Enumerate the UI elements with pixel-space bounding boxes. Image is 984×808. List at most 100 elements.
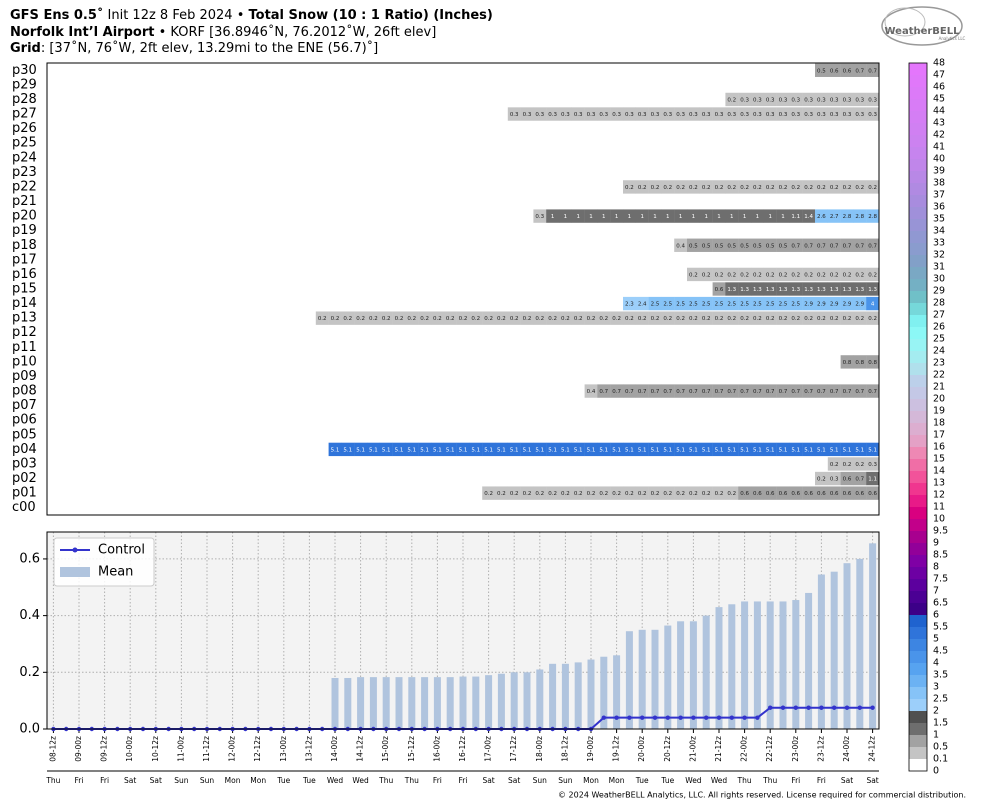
cell-label: 0.2 [753, 185, 762, 191]
bar [497, 673, 505, 729]
heatmap-cell [776, 311, 790, 325]
line-marker [678, 715, 683, 720]
row-label: p28 [12, 92, 37, 107]
heatmap-cell [687, 486, 700, 500]
heatmap-cell [840, 471, 854, 486]
row-label: p13 [12, 311, 37, 326]
cell-label: 0.2 [843, 316, 852, 322]
weekday-label: Fri [459, 776, 468, 785]
cell-label: 0.7 [651, 389, 660, 395]
colorbar-segment [909, 411, 927, 423]
heatmap-cell [610, 442, 624, 457]
x-tick-label: 20-12z [663, 736, 672, 762]
heatmap-cell [827, 238, 841, 252]
heatmap: 0.5 0.6 0.6 0.7 0.70.2 0.3 0.3 0.3 0.3 0.3 0.3 0.3 0… [315, 63, 880, 500]
heatmap-cell [507, 107, 521, 121]
heatmap-cell [687, 180, 700, 194]
weekday-label: Sat [508, 776, 520, 785]
cell-label: 5.1 [548, 447, 557, 453]
heatmap-cell [699, 209, 713, 223]
line-marker [793, 705, 798, 710]
cell-label: 1.3 [804, 287, 813, 293]
heatmap-cell [840, 486, 854, 500]
cell-label: 1 [628, 214, 632, 220]
heatmap-cell [751, 296, 764, 311]
colorbar-segment [909, 231, 927, 243]
x-tick-label: 23-12z [816, 736, 825, 762]
cell-label: 0.3 [535, 112, 544, 118]
heatmap-cell [738, 267, 752, 282]
weekday-label: Thu [45, 776, 60, 785]
heatmap-cell [738, 442, 752, 457]
cell-label: 5.1 [727, 447, 736, 453]
heatmap-cell [597, 486, 611, 500]
colorbar-segment [909, 135, 927, 147]
heatmap-cell [853, 384, 867, 398]
cell-label: 0.6 [753, 491, 762, 497]
weekday-label: Sun [200, 776, 215, 785]
colorbar-label: 23 [933, 358, 945, 369]
cell-label: 2.8 [843, 214, 852, 220]
cell-label: 0.2 [510, 316, 519, 322]
heatmap-cell [866, 311, 880, 325]
cell-label: 0.3 [855, 112, 864, 118]
bar [549, 663, 557, 729]
cell-label: 5.1 [561, 447, 570, 453]
cell-label: 5.1 [753, 447, 762, 453]
init-time: Init 12z 8 Feb 2024 • [103, 8, 248, 23]
colorbar-label: 11 [933, 502, 945, 513]
cell-label: 0.6 [868, 491, 877, 497]
colorbar-label: 8 [933, 562, 939, 573]
heatmap-cell [751, 486, 764, 500]
cell-label: 0.5 [753, 243, 762, 249]
heatmap-cell [712, 282, 726, 296]
cell-label: 0.2 [484, 316, 493, 322]
weekday-label: Sat [150, 776, 162, 785]
heatmap-cell [635, 486, 649, 500]
heatmap-cell [674, 209, 688, 223]
cell-label: 1 [576, 214, 580, 220]
cell-label: 5.1 [843, 447, 852, 453]
cell-label: 0.6 [830, 491, 839, 497]
cell-label: 0.2 [791, 185, 800, 191]
line-marker [755, 715, 760, 720]
heatmap-cell [571, 209, 585, 223]
line-marker [819, 705, 824, 710]
heatmap-cell [827, 282, 841, 296]
heatmap-cell [699, 384, 713, 398]
heatmap-cell [840, 267, 854, 282]
heatmap-cell [840, 92, 854, 107]
colorbar-label: 2 [933, 706, 939, 717]
heatmap-cell [866, 238, 880, 252]
colorbar-segment [909, 363, 927, 375]
colorbar-segment [909, 663, 927, 675]
cell-label: 0.3 [766, 97, 775, 103]
heatmap-cell [840, 282, 854, 296]
colorbar-segment [909, 471, 927, 483]
heatmap-cell [789, 238, 803, 252]
x-tick-label: 23-00z [791, 736, 800, 762]
cell-label: 0.3 [804, 112, 813, 118]
weekday-label: Mon [250, 776, 266, 785]
heatmap-cell [763, 311, 777, 325]
bar [510, 672, 518, 729]
cell-label: 5.1 [343, 447, 352, 453]
heatmap-cell [559, 107, 572, 121]
bar [805, 592, 813, 729]
cell-label: 1 [551, 214, 555, 220]
heatmap-cell [853, 180, 867, 194]
cell-label: 0.2 [625, 185, 634, 191]
colorbar-segment [909, 543, 927, 555]
cell-label: 0.2 [868, 316, 877, 322]
heatmap-cell [315, 311, 329, 325]
heatmap-cell [751, 384, 764, 398]
colorbar-segment [909, 759, 927, 771]
heatmap-cell [789, 296, 803, 311]
heatmap-cell [648, 442, 662, 457]
cell-label: 0.2 [791, 272, 800, 278]
heatmap-cell [738, 296, 752, 311]
row-label: p12 [12, 325, 37, 340]
heatmap-cell [584, 486, 598, 500]
colorbar-label: 20 [933, 394, 945, 405]
heatmap-cell [789, 92, 803, 107]
